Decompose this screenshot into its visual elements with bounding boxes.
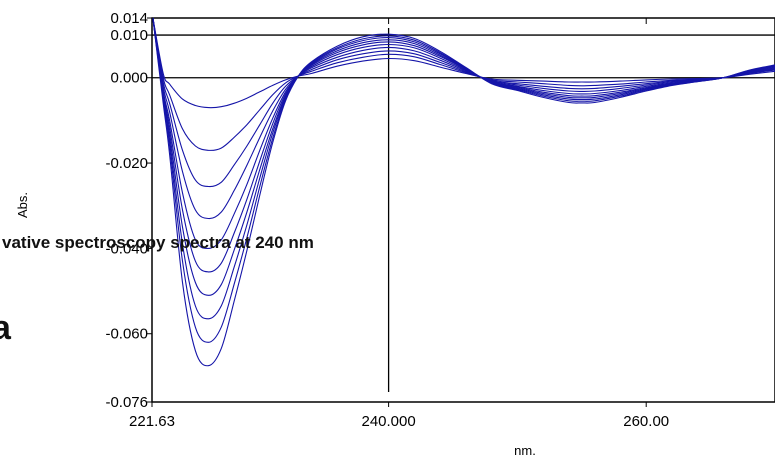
spectrum-line-3	[152, 17, 775, 188]
x-axis-title: nm.	[514, 443, 536, 458]
x-tick-label-0: 221.63	[129, 413, 175, 430]
panel-letter: a	[0, 309, 12, 347]
spectrum-line-1	[152, 17, 775, 109]
x-tick-label-2: 260.00	[623, 413, 669, 430]
figure-caption: vative spectroscopy spectra at 240 nm	[2, 233, 314, 252]
spectrum-line-10	[152, 17, 775, 367]
spectrum-line-2	[152, 17, 775, 151]
y-axis-title: Abs.	[15, 192, 30, 218]
y-tick-label-4: -0.040	[105, 240, 148, 257]
reference-lines	[152, 28, 775, 392]
spectrum-line-5	[152, 17, 775, 249]
x-tick-label-1: 240.000	[361, 413, 415, 430]
y-tick-label-2: 0.000	[110, 70, 148, 87]
spectrum-line-4	[152, 17, 775, 220]
spectrum-line-7	[152, 17, 775, 296]
spectrum-line-8	[152, 17, 775, 320]
x-axis-ticks: 221.63 240.000 260.00	[129, 18, 669, 430]
y-tick-label-5: -0.060	[105, 326, 148, 343]
y-tick-label-1: 0.010	[110, 27, 148, 44]
series-group	[152, 17, 775, 367]
y-tick-label-3: -0.020	[105, 155, 148, 172]
y-tick-label-0: 0.014	[110, 10, 148, 27]
spectrum-line-9	[152, 17, 775, 343]
y-tick-label-6: -0.076	[105, 394, 148, 411]
plot-frame	[151, 17, 775, 403]
spectrum-line-6	[152, 17, 775, 273]
